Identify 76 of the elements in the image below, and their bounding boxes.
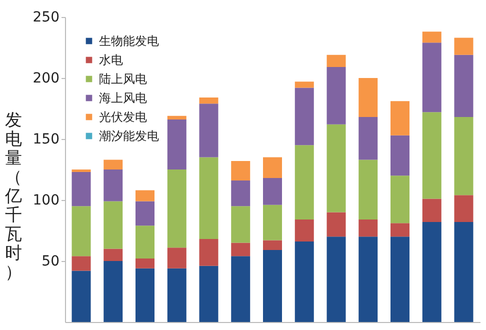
bar bbox=[454, 195, 474, 222]
y-tick-label: 250 bbox=[32, 10, 60, 26]
bar bbox=[390, 135, 410, 176]
bar bbox=[326, 54, 346, 68]
bar bbox=[167, 119, 186, 170]
bar bbox=[72, 270, 91, 322]
bar bbox=[104, 248, 123, 261]
bar bbox=[294, 241, 314, 322]
bar bbox=[326, 236, 346, 322]
bar bbox=[326, 67, 346, 124]
bar bbox=[454, 54, 474, 118]
bar bbox=[199, 239, 218, 266]
bar bbox=[136, 201, 155, 226]
bar bbox=[263, 240, 282, 250]
bar bbox=[104, 170, 123, 202]
bar bbox=[263, 250, 282, 322]
bar bbox=[167, 116, 186, 120]
bar bbox=[231, 180, 250, 206]
bar bbox=[294, 88, 314, 146]
y-tick-label: 150 bbox=[32, 132, 60, 148]
bar bbox=[199, 266, 218, 322]
bar bbox=[231, 242, 250, 256]
bar bbox=[358, 160, 378, 220]
bar bbox=[263, 178, 282, 205]
bar bbox=[454, 222, 474, 322]
y-tick-label: 100 bbox=[32, 192, 60, 208]
bar bbox=[231, 256, 250, 322]
bar bbox=[294, 220, 314, 242]
bar bbox=[422, 198, 442, 222]
bar bbox=[104, 261, 123, 322]
legend-label: 潮汐能发电 bbox=[99, 129, 159, 143]
bar bbox=[390, 101, 410, 136]
bar bbox=[104, 160, 123, 170]
bar bbox=[136, 190, 155, 202]
bar bbox=[358, 78, 378, 118]
bar bbox=[136, 226, 155, 259]
legend-label: 水电 bbox=[99, 53, 123, 67]
bar bbox=[358, 236, 378, 322]
bar bbox=[422, 42, 442, 112]
bar bbox=[294, 145, 314, 220]
bar bbox=[454, 117, 474, 196]
bar bbox=[390, 236, 410, 322]
legend-label: 生物能发电 bbox=[99, 34, 159, 48]
text: 发电量（亿千瓦时） bbox=[5, 110, 22, 282]
bar bbox=[199, 98, 218, 104]
bar bbox=[167, 170, 186, 248]
legend-label: 光伏发电 bbox=[99, 110, 147, 124]
legend-label: 海上风电 bbox=[99, 91, 147, 105]
bar bbox=[358, 220, 378, 237]
y-tick-label: 200 bbox=[32, 70, 60, 86]
bar bbox=[422, 32, 442, 43]
bar bbox=[358, 117, 378, 160]
bar bbox=[263, 204, 282, 240]
bar bbox=[167, 248, 186, 268]
bar bbox=[422, 112, 442, 199]
bar bbox=[231, 160, 250, 180]
bar bbox=[454, 38, 474, 55]
bar bbox=[72, 256, 91, 271]
bar bbox=[167, 268, 186, 322]
bar bbox=[390, 176, 410, 224]
y-tick-label: 50 bbox=[42, 254, 60, 270]
bar bbox=[199, 157, 218, 240]
bar bbox=[231, 206, 250, 243]
bar bbox=[72, 172, 91, 206]
bar bbox=[326, 212, 346, 237]
bar bbox=[326, 124, 346, 212]
legend-label: 陆上风电 bbox=[99, 72, 147, 86]
bar bbox=[136, 268, 155, 322]
bar bbox=[390, 223, 410, 237]
bar bbox=[104, 201, 123, 249]
bar bbox=[263, 157, 282, 178]
bar bbox=[199, 104, 218, 158]
bar bbox=[136, 258, 155, 268]
bar bbox=[72, 206, 91, 256]
bar bbox=[294, 82, 314, 88]
bar bbox=[422, 222, 442, 322]
